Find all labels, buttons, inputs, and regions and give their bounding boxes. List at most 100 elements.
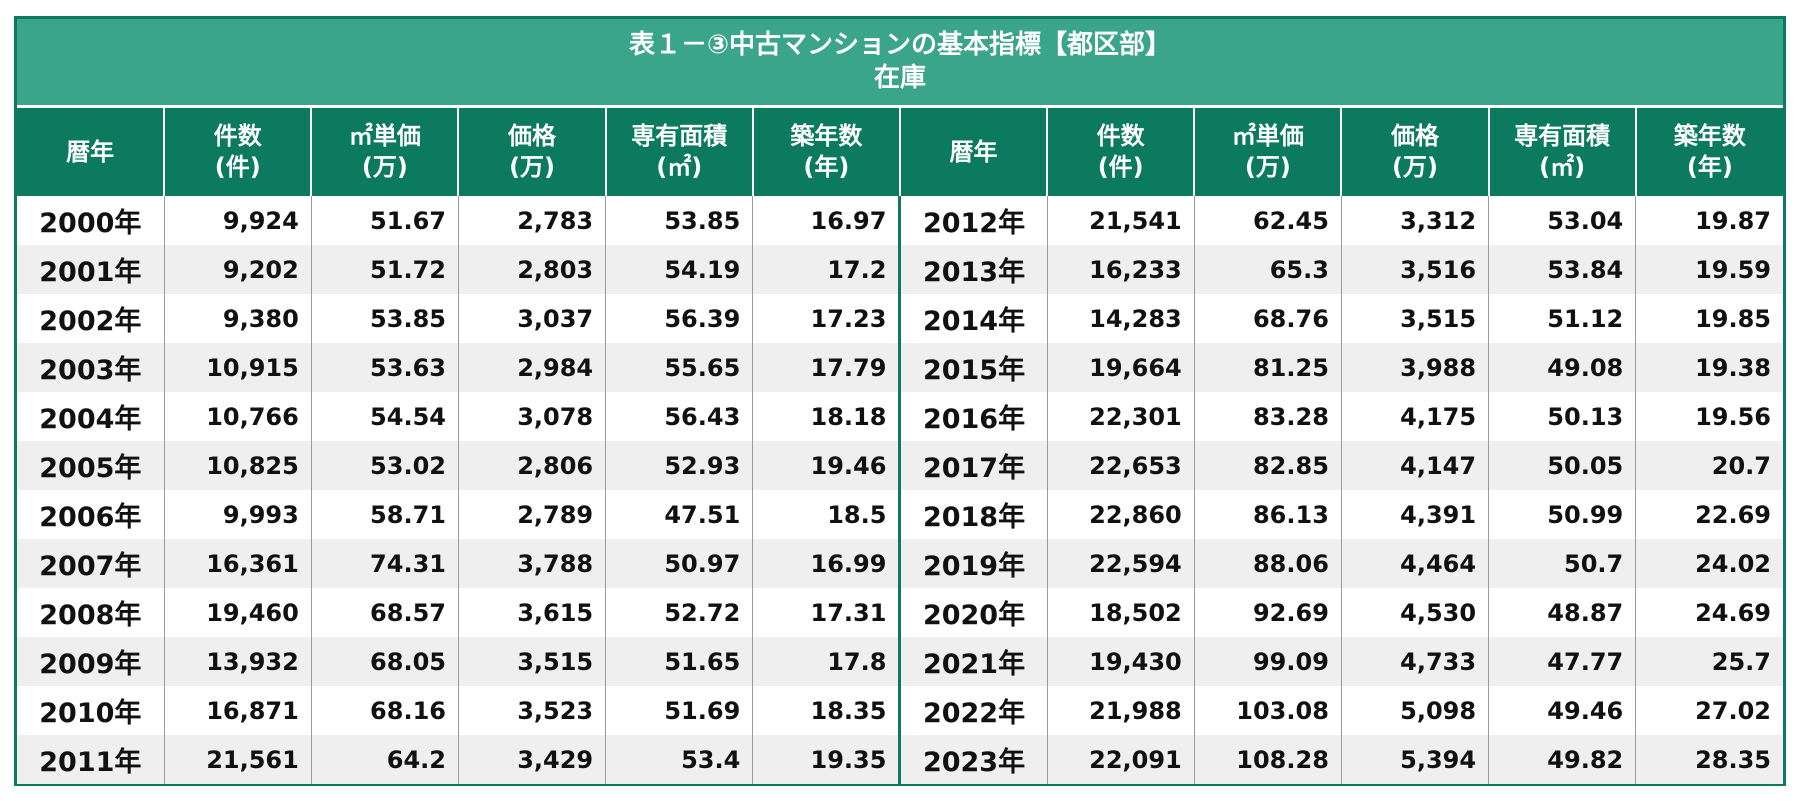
cell-floor-area: 51.69 [605, 686, 754, 735]
cell-price: 3,988 [1341, 343, 1490, 392]
cell-building-age: 18.35 [752, 686, 902, 735]
cell-price: 5,098 [1341, 686, 1490, 735]
cell-building-age: 24.69 [1695, 598, 1771, 627]
cell-price: 3,078 [458, 392, 607, 441]
cell-building-age: 19.85 [1695, 304, 1771, 333]
cell-year: 2016年 [899, 392, 1048, 441]
cell-floor-area: 50.13 [1488, 392, 1637, 441]
header-unit-price-left: ㎡単価 (万) [311, 108, 460, 196]
cell-price: 2,984 [458, 343, 607, 392]
table-row: 2003年 10,915 53.63 2,984 55.65 17.79 2015年 19,6… [17, 343, 1783, 392]
cell-price: 4,391 [1341, 490, 1490, 539]
cell-year: 2009年 [17, 637, 165, 686]
cell-price: 3,788 [458, 539, 607, 588]
cell-count: 16,361 [164, 539, 312, 588]
cell-unit-price: 53.02 [311, 441, 459, 490]
cell-unit-price: 54.54 [311, 392, 459, 441]
cell-price: 4,530 [1341, 588, 1490, 637]
cell-building-age: 17.8 [752, 637, 902, 686]
cell-count: 22,860 [1047, 490, 1195, 539]
cell-unit-price: 53.85 [311, 294, 459, 343]
cell-unit-price: 64.2 [311, 735, 459, 784]
cell-year: 2005年 [17, 441, 165, 490]
cell-count: 9,993 [164, 490, 312, 539]
cell-year: 2013年 [899, 245, 1048, 294]
cell-floor-area: 50.05 [1488, 441, 1637, 490]
header-unit: (年) [803, 153, 850, 181]
cell-unit-price: 81.25 [1194, 343, 1342, 392]
header-count-right: 件数 (件) [1047, 108, 1196, 196]
cell-unit-price: 99.09 [1194, 637, 1342, 686]
cell-building-age: 19.56 [1695, 402, 1771, 431]
cell-building-age: 17.2 [752, 245, 902, 294]
cell-floor-area: 53.85 [605, 196, 754, 245]
cell-floor-area: 52.72 [605, 588, 754, 637]
header-unit: (万) [509, 153, 556, 181]
cell-price: 2,789 [458, 490, 607, 539]
header-unit: (万) [361, 153, 408, 181]
cell-year: 2011年 [17, 735, 165, 784]
cell-year: 2022年 [899, 686, 1048, 735]
table-title: 表１－③中古マンションの基本指標【都区部】 [628, 30, 1171, 60]
cell-floor-area: 50.97 [605, 539, 754, 588]
cell-unit-price: 82.85 [1194, 441, 1342, 490]
cell-price: 3,516 [1341, 245, 1490, 294]
cell-floor-area: 48.87 [1488, 588, 1637, 637]
table-row: 2002年 9,380 53.85 3,037 56.39 17.23 2014年 14,28… [17, 294, 1783, 343]
cell-floor-area: 51.12 [1488, 294, 1637, 343]
cell-building-age: 16.97 [752, 196, 902, 245]
header-label: 専有面積 [1514, 122, 1611, 150]
cell-year: 2012年 [899, 196, 1048, 245]
cell-unit-price: 58.71 [311, 490, 459, 539]
cell-year: 2010年 [17, 686, 165, 735]
cell-building-age: 24.02 [1635, 539, 1783, 588]
header-floor-area-left: 専有面積 (㎡) [605, 108, 754, 196]
header-label: 価格 [1390, 122, 1439, 150]
cell-unit-price: 53.63 [311, 343, 459, 392]
cell-building-age: 18.18 [752, 392, 902, 441]
cell-count: 19,430 [1047, 637, 1195, 686]
cell-building-age: 17.79 [752, 343, 902, 392]
header-unit-price-right: ㎡単価 (万) [1194, 108, 1343, 196]
cell-unit-price: 68.57 [311, 588, 459, 637]
cell-floor-area: 52.93 [605, 441, 754, 490]
cell-price: 3,515 [1341, 294, 1490, 343]
header-label: 暦年 [66, 137, 115, 166]
header-year-left: 暦年 [17, 108, 166, 196]
header-unit: (件) [1097, 153, 1144, 181]
header-year-right: 暦年 [899, 108, 1049, 196]
cell-count: 14,283 [1047, 294, 1195, 343]
cell-unit-price: 51.72 [311, 245, 459, 294]
cell-count: 9,380 [164, 294, 312, 343]
cell-unit-price: 88.06 [1194, 539, 1342, 588]
header-label: 築年数 [1673, 122, 1746, 150]
cell-building-age: 18.5 [752, 490, 902, 539]
cell-year: 2019年 [899, 539, 1048, 588]
cell-unit-price: 86.13 [1194, 490, 1342, 539]
cell-unit-price: 68.16 [311, 686, 459, 735]
cell-unit-price: 108.28 [1194, 735, 1342, 784]
cell-building-age: 16.99 [752, 539, 902, 588]
cell-price: 3,515 [458, 637, 607, 686]
cell-count: 18,502 [1047, 588, 1195, 637]
table-row: 2007年 16,361 74.31 3,788 50.97 16.99 2019年 22,5… [17, 539, 1783, 588]
cell-year: 2001年 [17, 245, 165, 294]
header-floor-area-right: 専有面積 (㎡) [1488, 108, 1637, 196]
data-table-panel: 表１－③中古マンションの基本指標【都区部】 在庫 暦年 件数 (件) ㎡単価 (万) 価格… [14, 16, 1786, 786]
header-label: 件数 [213, 122, 262, 150]
cell-floor-area: 53.84 [1488, 245, 1637, 294]
cell-count: 22,594 [1047, 539, 1195, 588]
cell-unit-price: 92.69 [1194, 588, 1342, 637]
table-row: 2011年 21,561 64.2 3,429 53.4 19.35 2023年 22,091… [17, 735, 1783, 784]
cell-building-age: 19.59 [1635, 245, 1783, 294]
cell-floor-area: 55.65 [605, 343, 754, 392]
cell-count: 16,233 [1047, 245, 1195, 294]
cell-count: 9,202 [164, 245, 312, 294]
table-row: 2005年 10,825 53.02 2,806 52.93 19.46 2017年 22,6… [17, 441, 1783, 490]
header-building-age-left: 築年数 (年) [752, 108, 901, 196]
cell-price: 2,803 [458, 245, 607, 294]
cell-count: 10,825 [164, 441, 312, 490]
cell-building-age: 19.38 [1635, 343, 1783, 392]
cell-price: 3,615 [458, 588, 607, 637]
cell-floor-area: 53.04 [1488, 196, 1637, 245]
